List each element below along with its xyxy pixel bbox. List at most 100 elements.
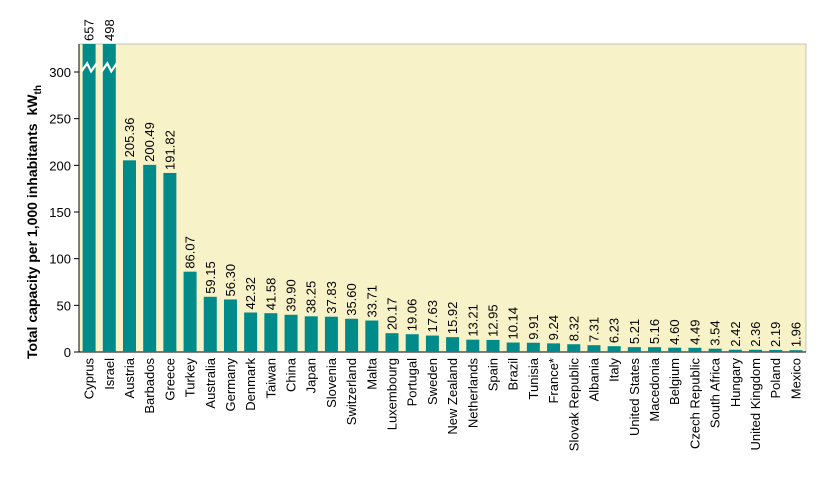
value-label: 3.54: [708, 320, 723, 345]
bar: [526, 342, 540, 352]
category-label: Japan: [304, 358, 319, 393]
value-label: 56.30: [223, 264, 238, 297]
value-label: 2.19: [768, 322, 783, 347]
category-label: Czech Republic: [687, 358, 702, 450]
bar: [627, 347, 641, 352]
bar: [506, 342, 520, 352]
category-label: France*: [546, 358, 561, 404]
y-tick-label: 300: [49, 65, 71, 80]
y-axis-label: Total capacity per 1,000 inhabitantskWth: [24, 85, 44, 359]
bar: [264, 313, 278, 352]
category-label: China: [284, 357, 299, 392]
category-label: Turkey: [183, 358, 198, 398]
value-label: 205.36: [122, 118, 137, 158]
bar: [567, 344, 581, 352]
value-label: 6.23: [607, 318, 622, 343]
value-label: 33.71: [364, 285, 379, 318]
value-label: 4.49: [687, 319, 702, 344]
value-label: 19.06: [405, 299, 420, 332]
bar: [749, 349, 763, 352]
bar: [648, 347, 662, 352]
bar: [446, 337, 460, 352]
bar: [708, 348, 722, 352]
bar: [203, 296, 217, 352]
bar: [244, 312, 258, 352]
category-label: Mexico: [788, 358, 803, 399]
category-label: Israel: [102, 358, 117, 390]
y-tick-label: 50: [57, 298, 71, 313]
bar: [405, 334, 419, 352]
bar: [183, 271, 197, 352]
y-tick-label: 100: [49, 252, 71, 267]
category-label: Netherlands: [465, 358, 480, 429]
bar: [769, 349, 783, 352]
value-label: 42.32: [243, 277, 258, 310]
bar: [365, 320, 379, 352]
value-label: 20.17: [385, 298, 400, 331]
bar: [587, 345, 601, 352]
value-label: 4.60: [667, 319, 682, 344]
value-label: 17.63: [425, 300, 440, 333]
value-label: 1.96: [788, 322, 803, 347]
category-label: Spain: [485, 358, 500, 391]
value-label: 10.14: [506, 307, 521, 340]
value-label: 9.24: [546, 315, 561, 340]
category-label: Hungary: [728, 358, 743, 408]
category-label: Denmark: [243, 358, 258, 411]
category-label: United Kingdom: [748, 358, 763, 451]
value-label: 9.91: [526, 314, 541, 339]
value-label: 86.07: [183, 236, 198, 269]
value-label: 39.90: [284, 279, 299, 312]
value-label: 12.95: [485, 304, 500, 337]
category-label: Austria: [122, 357, 137, 398]
category-label: Australia: [203, 357, 218, 408]
y-tick-label: 0: [64, 345, 71, 360]
category-label: Malta: [364, 357, 379, 390]
category-label: Albania: [586, 357, 601, 401]
bar: [122, 160, 136, 352]
value-label: 657: [82, 19, 97, 41]
y-tick-label: 200: [49, 158, 71, 173]
bar: [425, 335, 439, 352]
value-label: 191.82: [162, 130, 177, 170]
bar: [284, 314, 298, 352]
bar: [728, 349, 742, 352]
category-label: Taiwan: [263, 358, 278, 398]
category-label: Greece: [162, 358, 177, 401]
bars: [80, 44, 803, 352]
value-label: 59.15: [203, 261, 218, 294]
bar: [223, 299, 237, 352]
category-label: Germany: [223, 358, 238, 412]
plot-area: [78, 43, 807, 353]
value-labels: 657 498 205.36 200.49 191.82 86.07 59.15 56.30 4…: [82, 19, 804, 347]
category-label: Barbados: [142, 358, 157, 414]
category-label: Slovak Republic: [566, 358, 581, 452]
bar: [324, 316, 338, 352]
category-label: United States: [627, 358, 642, 437]
axis-break-marker: [100, 61, 118, 74]
value-label: 498: [102, 19, 117, 41]
axis-break-marker: [80, 61, 98, 74]
value-label: 15.92: [445, 302, 460, 335]
category-label: Switzerland: [344, 358, 359, 425]
bar: [607, 346, 621, 352]
y-tick-label: 250: [49, 112, 71, 127]
category-label: Sweden: [425, 358, 440, 405]
category-label: New Zealand: [445, 358, 460, 435]
value-label: 37.83: [324, 281, 339, 314]
bar: [304, 316, 318, 352]
bar: [102, 44, 116, 352]
value-label: 13.21: [465, 304, 480, 337]
bar: [143, 164, 157, 352]
category-label: Cyprus: [82, 358, 97, 400]
bar: [466, 339, 480, 352]
value-label: 2.42: [728, 321, 743, 346]
category-label: Italy: [607, 358, 622, 382]
value-label: 8.32: [566, 316, 581, 341]
bar: [668, 347, 682, 352]
value-label: 200.49: [142, 122, 157, 162]
category-label: Portugal: [405, 358, 420, 407]
category-label: Luxembourg: [385, 358, 400, 430]
category-label: Macedonia: [647, 357, 662, 421]
